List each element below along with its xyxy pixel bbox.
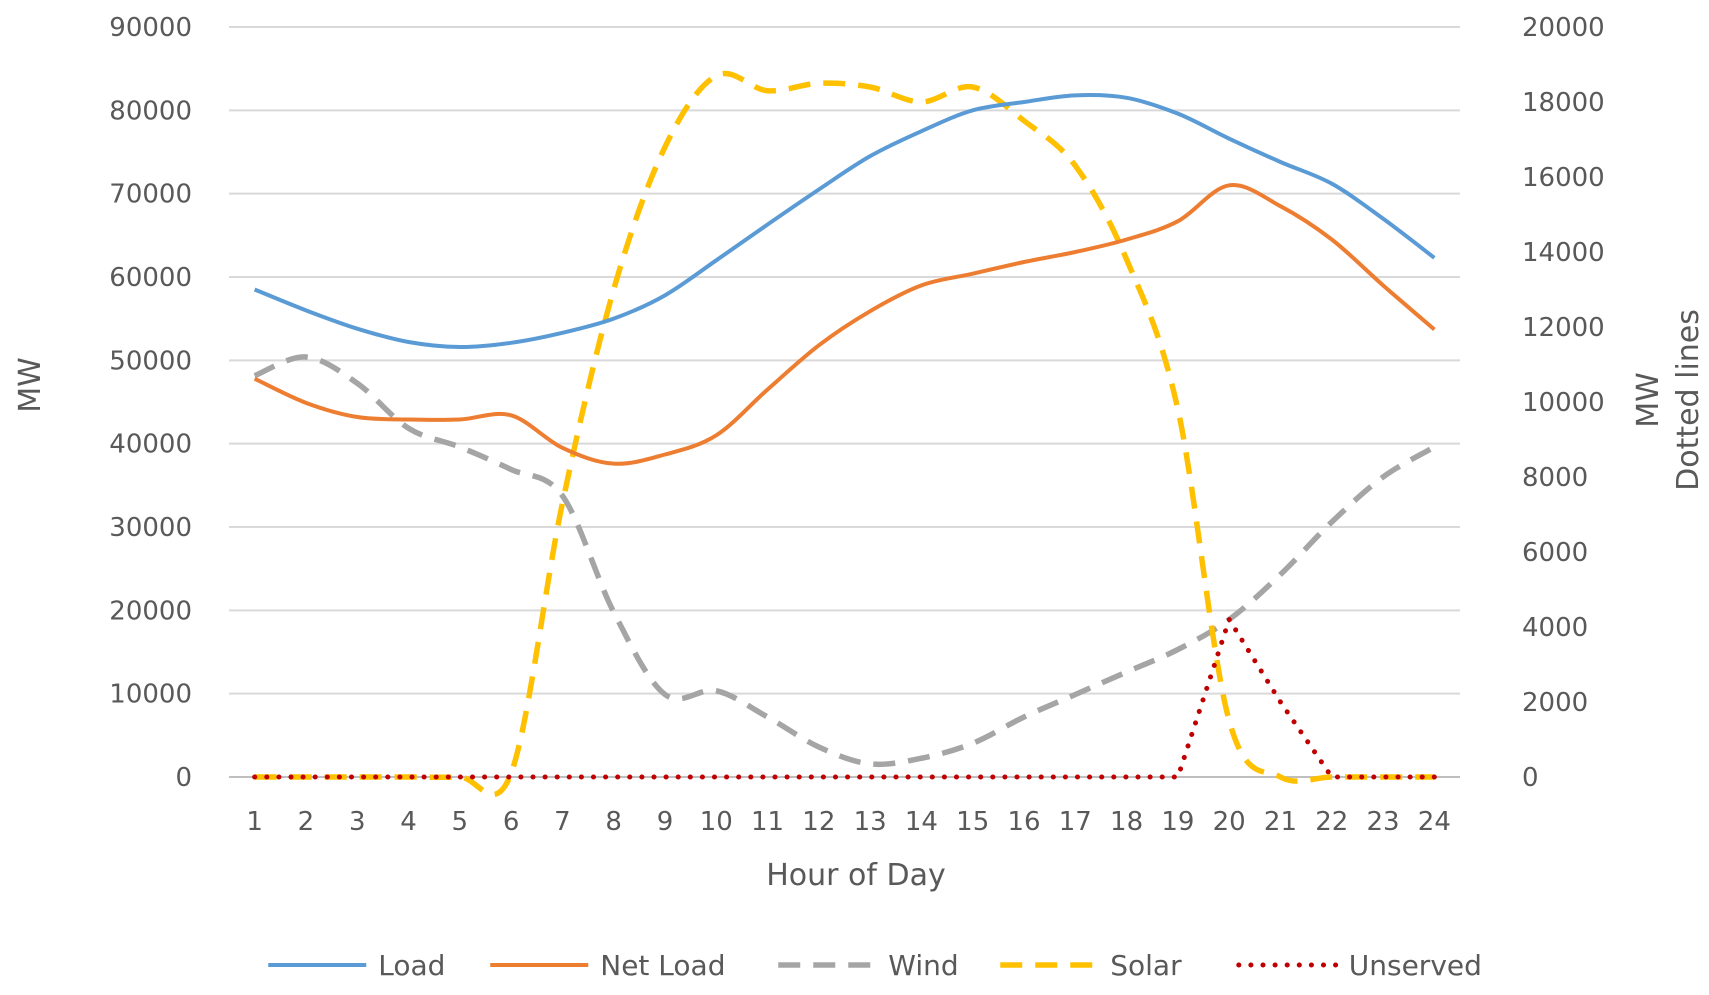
x-tick-label: 23: [1367, 807, 1400, 837]
y-axis-right-note: Dotted lines: [1671, 309, 1706, 491]
series-line-unserved: [252, 617, 1437, 780]
legend-label-solar: Solar: [1110, 949, 1182, 982]
x-tick-label: 8: [605, 807, 622, 837]
x-tick-label: 7: [554, 807, 571, 837]
x-tick-label: 2: [298, 807, 315, 837]
y-right-tick-label: 16000: [1522, 163, 1605, 193]
x-tick-label: 10: [700, 807, 733, 837]
y-axis-right-title: MW: [1631, 372, 1666, 428]
legend-label-wind: Wind: [888, 949, 958, 982]
x-tick-label: 6: [503, 807, 520, 837]
y-left-tick-label: 30000: [109, 513, 192, 543]
legend: Load Net Load Wind Solar Unserved: [268, 949, 1482, 982]
x-axis-title: Hour of Day: [766, 858, 946, 893]
x-tick-label: 24: [1418, 807, 1451, 837]
x-tick-label: 17: [1059, 807, 1092, 837]
y-right-tick-label: 6000: [1522, 538, 1588, 568]
y-axis-right-tick-labels: 0 2000 4000 6000 8000 10000 12000 14000 16000 180…: [1522, 13, 1605, 793]
y-left-tick-label: 60000: [109, 263, 192, 293]
y-right-tick-label: 2000: [1522, 688, 1588, 718]
y-right-tick-label: 12000: [1522, 313, 1605, 343]
x-tick-label: 12: [802, 807, 835, 837]
x-tick-label: 14: [905, 807, 938, 837]
x-tick-label: 16: [1007, 807, 1040, 837]
x-tick-label: 3: [349, 807, 366, 837]
y-left-tick-label: 0: [175, 763, 192, 793]
y-left-tick-label: 50000: [109, 346, 192, 376]
x-tick-label: 5: [452, 807, 469, 837]
legend-label-load: Load: [378, 949, 445, 982]
x-tick-label: 13: [854, 807, 887, 837]
x-tick-label: 4: [400, 807, 417, 837]
series-line-net-load: [253, 183, 1436, 466]
x-tick-label: 9: [657, 807, 674, 837]
y-left-tick-label: 70000: [109, 180, 192, 210]
series-line-wind: [253, 354, 1436, 768]
x-tick-label: 22: [1315, 807, 1348, 837]
y-left-tick-label: 40000: [109, 430, 192, 460]
y-axis-left-tick-labels: 0 10000 20000 30000 40000 50000 60000 70000 8000…: [109, 13, 192, 793]
y-right-tick-label: 0: [1522, 763, 1539, 793]
y-axis-left-title: MW: [13, 357, 48, 413]
y-right-tick-label: 14000: [1522, 238, 1605, 268]
y-right-tick-label: 8000: [1522, 463, 1588, 493]
gridlines: [229, 26, 1460, 778]
x-axis-tick-labels: 1 2 3 4 5 6 7 8 9 10 11 12 13 14 15 16 17 18 19 20 21 22 23 24: [246, 807, 1451, 837]
y-right-tick-label: 20000: [1522, 13, 1605, 43]
y-left-tick-label: 80000: [109, 96, 192, 126]
y-left-tick-label: 20000: [109, 596, 192, 626]
y-left-tick-label: 90000: [109, 13, 192, 43]
y-right-tick-label: 10000: [1522, 388, 1605, 418]
legend-label-unserved: Unserved: [1349, 949, 1482, 982]
x-tick-label: 21: [1264, 807, 1297, 837]
series-line-solar: [254, 70, 1435, 798]
x-tick-label: 11: [751, 807, 784, 837]
series-line-load: [253, 93, 1436, 350]
x-tick-label: 18: [1110, 807, 1143, 837]
x-tick-label: 15: [956, 807, 989, 837]
y-right-tick-label: 4000: [1522, 613, 1588, 643]
y-left-tick-label: 10000: [109, 680, 192, 710]
y-right-tick-label: 18000: [1522, 88, 1605, 118]
x-tick-label: 1: [246, 807, 263, 837]
series-lines: [252, 70, 1437, 798]
x-tick-label: 19: [1161, 807, 1194, 837]
x-tick-label: 20: [1213, 807, 1246, 837]
legend-label-net-load: Net Load: [600, 949, 725, 982]
